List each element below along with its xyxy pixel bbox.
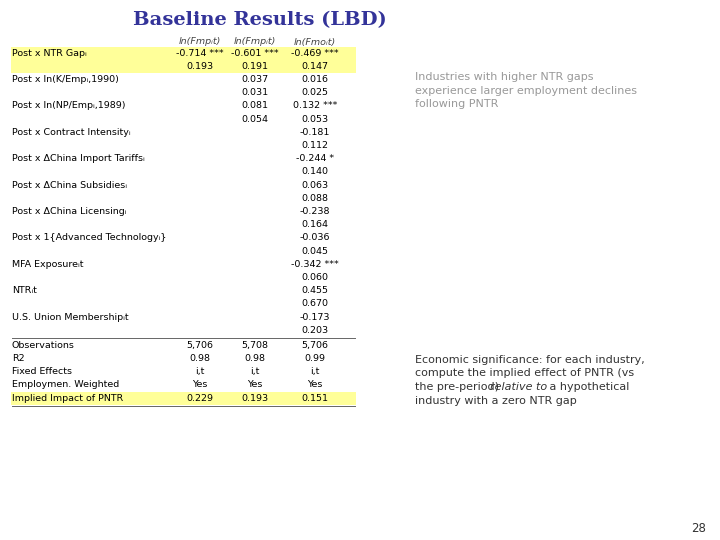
Text: Post x NTR Gapᵢ: Post x NTR Gapᵢ: [12, 49, 86, 57]
Text: 0.151: 0.151: [302, 394, 328, 403]
Text: Post x ΔChina Subsidiesᵢ: Post x ΔChina Subsidiesᵢ: [12, 180, 127, 190]
Text: Economic significance: for each industry,: Economic significance: for each industry…: [415, 355, 644, 365]
Text: 0.025: 0.025: [302, 88, 328, 97]
Text: 0.088: 0.088: [302, 194, 328, 202]
Text: 0.054: 0.054: [241, 114, 269, 124]
Text: Observations: Observations: [12, 341, 75, 350]
Text: 0.147: 0.147: [302, 62, 328, 71]
Text: 0.081: 0.081: [241, 102, 269, 110]
Text: R2: R2: [12, 354, 24, 363]
Text: Yes: Yes: [307, 381, 323, 389]
Bar: [11, 60, 356, 73]
Text: -0.181: -0.181: [300, 127, 330, 137]
Text: 0.037: 0.037: [241, 75, 269, 84]
Text: 0.016: 0.016: [302, 75, 328, 84]
Text: 0.053: 0.053: [302, 114, 328, 124]
Text: 5,706: 5,706: [186, 341, 214, 350]
Text: Fixed Effects: Fixed Effects: [12, 367, 72, 376]
Text: 5,708: 5,708: [241, 341, 269, 350]
Text: the pre-period): the pre-period): [415, 382, 503, 392]
Text: 0.132 ***: 0.132 ***: [293, 102, 337, 110]
Text: -0.173: -0.173: [300, 313, 330, 321]
Text: Yes: Yes: [247, 381, 263, 389]
Text: U.S. Union Membershipᵢt: U.S. Union Membershipᵢt: [12, 313, 129, 321]
Text: i,t: i,t: [310, 367, 320, 376]
Text: -0.244 *: -0.244 *: [296, 154, 334, 163]
Text: -0.036: -0.036: [300, 233, 330, 242]
Text: 0.140: 0.140: [302, 167, 328, 176]
Text: ln(Fmoᵢt): ln(Fmoᵢt): [294, 37, 336, 46]
Text: Post x Contract Intensityᵢ: Post x Contract Intensityᵢ: [12, 127, 130, 137]
Text: 0.98: 0.98: [245, 354, 266, 363]
Text: a hypothetical: a hypothetical: [546, 382, 629, 392]
Text: i,t: i,t: [251, 367, 260, 376]
Text: Post x 1{Advanced Technologyᵢ}: Post x 1{Advanced Technologyᵢ}: [12, 233, 166, 242]
Text: 0.455: 0.455: [302, 286, 328, 295]
Text: -0.714 ***: -0.714 ***: [176, 49, 224, 57]
Text: Employmen. Weighted: Employmen. Weighted: [12, 381, 120, 389]
Text: 0.031: 0.031: [241, 88, 269, 97]
Text: 0.193: 0.193: [186, 62, 214, 71]
Text: Baseline Results (LBD): Baseline Results (LBD): [133, 11, 387, 29]
Text: Implied Impact of PNTR: Implied Impact of PNTR: [12, 394, 123, 403]
Text: 0.229: 0.229: [186, 394, 214, 403]
Text: ln(Fmpᵢt): ln(Fmpᵢt): [179, 37, 221, 46]
Text: -0.342 ***: -0.342 ***: [291, 260, 339, 269]
Text: 0.063: 0.063: [302, 180, 328, 190]
Text: ln(Fmpᵢt): ln(Fmpᵢt): [234, 37, 276, 46]
Text: -0.238: -0.238: [300, 207, 330, 216]
Text: MFA Exposureᵢt: MFA Exposureᵢt: [12, 260, 84, 269]
Text: 0.99: 0.99: [305, 354, 325, 363]
Text: 0.045: 0.045: [302, 246, 328, 255]
Text: Yes: Yes: [192, 381, 207, 389]
Text: 28: 28: [691, 522, 706, 535]
Text: 0.670: 0.670: [302, 299, 328, 308]
Text: 0.164: 0.164: [302, 220, 328, 229]
Text: Post x ln(NP/Empᵢ,1989): Post x ln(NP/Empᵢ,1989): [12, 102, 125, 110]
Text: i,t: i,t: [195, 367, 204, 376]
Text: compute the implied effect of PNTR (vs: compute the implied effect of PNTR (vs: [415, 368, 634, 379]
Text: -0.469 ***: -0.469 ***: [291, 49, 339, 57]
Bar: [11, 392, 356, 405]
Text: Post x ln(K/Empᵢ,1990): Post x ln(K/Empᵢ,1990): [12, 75, 119, 84]
Text: Post x ΔChina Licensingᵢ: Post x ΔChina Licensingᵢ: [12, 207, 127, 216]
Text: 0.203: 0.203: [302, 326, 328, 335]
Bar: [11, 46, 356, 60]
Text: -0.601 ***: -0.601 ***: [231, 49, 279, 57]
Text: 5,706: 5,706: [302, 341, 328, 350]
Text: 0.191: 0.191: [241, 62, 269, 71]
Text: industry with a zero NTR gap: industry with a zero NTR gap: [415, 395, 577, 406]
Text: 0.98: 0.98: [189, 354, 210, 363]
Text: 0.060: 0.060: [302, 273, 328, 282]
Text: relative to: relative to: [490, 382, 547, 392]
Text: 0.112: 0.112: [302, 141, 328, 150]
Text: Industries with higher NTR gaps
experience larger employment declines
following : Industries with higher NTR gaps experien…: [415, 72, 637, 109]
Text: NTRᵢt: NTRᵢt: [12, 286, 37, 295]
Text: 0.193: 0.193: [241, 394, 269, 403]
Text: Post x ΔChina Import Tariffsᵢ: Post x ΔChina Import Tariffsᵢ: [12, 154, 145, 163]
